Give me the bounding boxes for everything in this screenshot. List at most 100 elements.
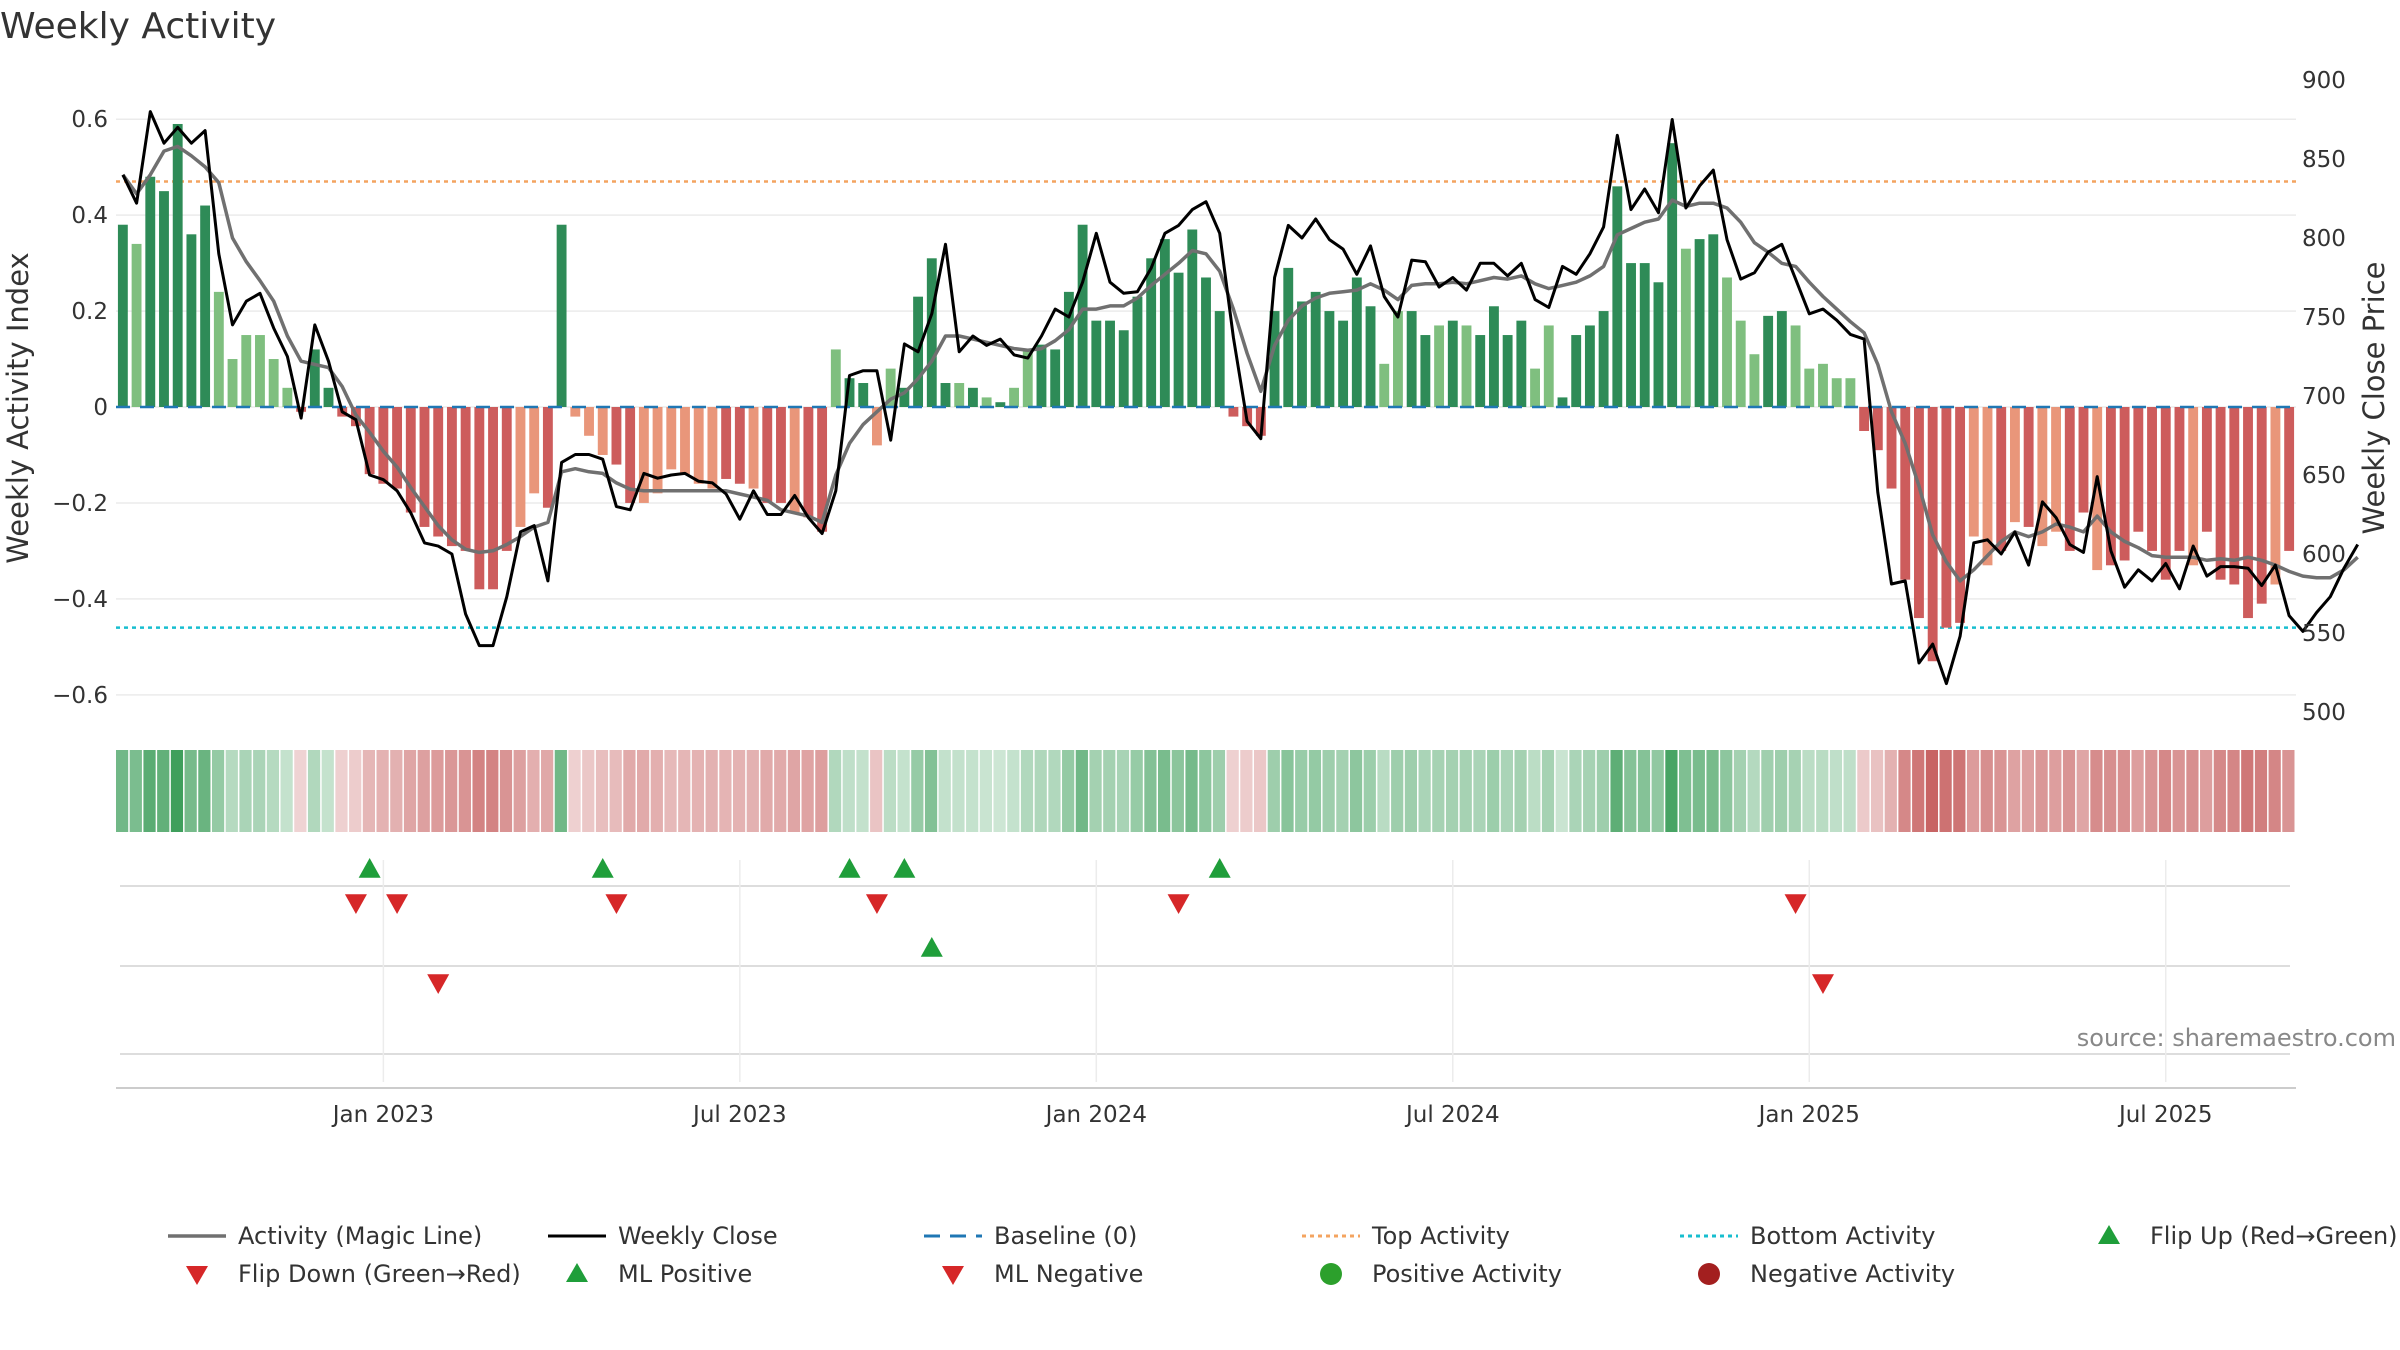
y-tick-label: 0.4 [71, 203, 108, 229]
heat-cell [2200, 750, 2213, 832]
y-tick-label: 0.6 [71, 107, 108, 133]
y2-tick-label: 650 [2302, 463, 2346, 489]
heat-cell [1308, 750, 1322, 832]
flip-markers [116, 858, 2296, 1089]
x-tick-label: Jan 2024 [1044, 1102, 1147, 1128]
y2-tick-label: 900 [2302, 68, 2346, 94]
activity-bar [1680, 248, 1691, 407]
y-tick-label: −0.4 [52, 587, 108, 613]
ml-negative-marker [427, 974, 450, 994]
heat-cell [815, 750, 828, 832]
heat-cell [2035, 750, 2048, 832]
heat-cell [2254, 750, 2268, 832]
activity-bar [1063, 291, 1074, 407]
activity-bar [1749, 354, 1760, 407]
legend-label: Bottom Activity [1750, 1222, 1935, 1250]
heat-cell [403, 750, 417, 832]
legend-item: Negative Activity [1698, 1260, 1955, 1288]
activity-bar [2037, 407, 2048, 547]
heat-cell [349, 750, 362, 832]
heat-cell [1212, 750, 1226, 832]
heat-cell [2282, 750, 2295, 832]
y-tick-label: −0.6 [52, 683, 108, 709]
heat-cell [2213, 750, 2226, 832]
heat-cell [883, 750, 897, 832]
y2-tick-label: 800 [2302, 226, 2346, 252]
activity-bar [1214, 311, 1225, 407]
heat-cell [1089, 750, 1102, 832]
legend-label: ML Negative [994, 1260, 1143, 1288]
activity-bar [2119, 407, 2130, 561]
legend-item: Positive Activity [1320, 1260, 1562, 1288]
ml-negative-marker [1811, 974, 1834, 994]
activity-bar [1201, 277, 1211, 407]
activity-bar [186, 234, 197, 407]
heat-cell [2021, 750, 2034, 832]
heat-cell [1253, 750, 1267, 832]
activity-bar [1612, 186, 1623, 407]
heat-cell [2090, 750, 2103, 832]
heat-cell [321, 750, 334, 832]
heat-cell [732, 750, 746, 832]
activity-bar [1159, 239, 1170, 407]
activity-bar [1763, 315, 1774, 407]
activity-bar [1982, 407, 1993, 566]
heat-cell [1733, 750, 1747, 832]
activity-bar [2270, 407, 2281, 585]
flip-down-marker [386, 894, 409, 914]
activity-bar [638, 407, 649, 503]
heat-cell [897, 750, 910, 832]
heat-cell [307, 750, 321, 832]
heat-cell [1020, 750, 1034, 832]
legend-item: Activity (Magic Line) [168, 1222, 482, 1250]
activity-bar [1009, 387, 1019, 407]
heat-cell [472, 750, 485, 832]
activity-bar [2092, 407, 2103, 571]
legend-swatch [942, 1266, 964, 1285]
activity-bar [1516, 320, 1527, 407]
heat-cell [170, 750, 184, 832]
activity-bar [145, 176, 156, 407]
heat-cell [1130, 750, 1143, 832]
activity-bar [1393, 311, 1403, 407]
activity-bar [1996, 407, 2007, 551]
activity-bar [364, 407, 375, 475]
heat-cell [1555, 750, 1568, 832]
activity-bar [1502, 335, 1513, 407]
legend-label: ML Positive [618, 1260, 752, 1288]
heat-cell [2117, 750, 2130, 832]
activity-bar [926, 258, 937, 407]
flip-up-marker [1208, 858, 1231, 878]
heat-cell [1747, 750, 1760, 832]
activity-bar [1488, 306, 1499, 407]
legend-item: Flip Down (Green→Red) [186, 1260, 521, 1288]
activity-bar [680, 407, 690, 475]
activity-bar [323, 387, 334, 407]
legend-swatch [1320, 1263, 1342, 1285]
activity-bar [1338, 320, 1349, 407]
activity-bar [1146, 258, 1157, 407]
flip-up-marker [591, 858, 614, 878]
activity-bar [1941, 407, 1952, 628]
activity-bar [1187, 229, 1198, 407]
heat-cell [239, 750, 252, 832]
activity-bar [474, 407, 485, 590]
activity-bar [392, 407, 403, 489]
activity-bar [2201, 407, 2212, 532]
activity-bar [227, 359, 238, 407]
activity-bar [1708, 234, 1719, 407]
heat-cell [2172, 750, 2185, 832]
heat-cell [1953, 750, 1966, 832]
legend-label: Activity (Magic Line) [238, 1222, 482, 1250]
activity-bar [707, 407, 718, 489]
activity-bar [1735, 320, 1746, 407]
activity-bar [1571, 335, 1582, 407]
heat-cell [1651, 750, 1664, 832]
y2-tick-label: 500 [2302, 700, 2346, 726]
activity-bar [419, 407, 430, 527]
activity-bar [515, 407, 526, 527]
heat-cell [1637, 750, 1651, 832]
activity-bar [734, 407, 745, 484]
heat-cell [362, 750, 376, 832]
y2-tick-label: 750 [2302, 305, 2346, 331]
